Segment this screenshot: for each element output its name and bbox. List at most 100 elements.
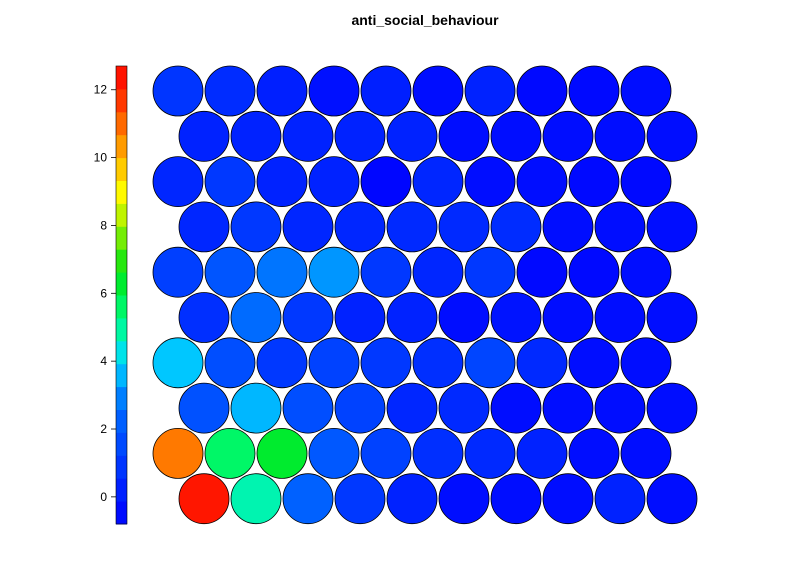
som-node — [282, 382, 334, 434]
som-node — [308, 65, 360, 117]
som-node — [152, 337, 204, 389]
som-node — [334, 201, 386, 253]
som-node — [516, 427, 568, 479]
som-node — [308, 246, 360, 298]
colorbar-ticks: 0 2 4 6 8 10 12 — [94, 83, 116, 504]
som-node — [646, 292, 698, 343]
som-node — [594, 110, 646, 162]
som-node — [282, 201, 334, 253]
som-node — [308, 427, 360, 479]
som-node — [542, 382, 594, 434]
som-node — [542, 292, 594, 343]
som-node — [568, 65, 620, 117]
som-node — [360, 337, 412, 389]
som-node — [464, 65, 516, 117]
colorbar-segment — [116, 88, 127, 113]
som-node — [334, 382, 386, 434]
som-node — [464, 246, 516, 298]
colorbar-tick-label: 8 — [100, 218, 107, 232]
som-node — [230, 292, 282, 343]
som-node — [152, 65, 204, 117]
som-node — [308, 156, 360, 208]
som-node — [620, 156, 672, 208]
colorbar-tick-label: 2 — [100, 422, 107, 436]
som-node — [386, 110, 438, 162]
som-node — [412, 156, 464, 208]
som-node — [490, 110, 542, 162]
colorbar-segment — [116, 203, 127, 227]
som-node — [542, 473, 594, 525]
som-node — [490, 201, 542, 253]
som-node — [152, 156, 204, 208]
som-node — [178, 473, 230, 525]
colorbar-segment — [116, 134, 127, 159]
colorbar-segment — [116, 180, 127, 204]
colorbar-segment — [116, 478, 127, 502]
som-node — [256, 427, 308, 479]
som-node — [412, 427, 464, 479]
som-node — [412, 246, 464, 298]
som-node — [178, 382, 230, 434]
som-node — [230, 473, 282, 525]
som-node — [594, 201, 646, 253]
colorbar — [115, 65, 128, 525]
colorbar-segment — [116, 501, 127, 525]
som-node — [204, 427, 256, 479]
som-node — [178, 292, 230, 343]
som-node — [360, 246, 412, 298]
colorbar-segment — [116, 249, 127, 273]
som-node — [438, 292, 490, 343]
som-node — [308, 337, 360, 389]
som-node — [646, 473, 698, 525]
som-node — [646, 382, 698, 434]
som-node — [334, 110, 386, 162]
som-node — [412, 337, 464, 389]
som-node — [360, 427, 412, 479]
som-node — [464, 156, 516, 208]
som-node — [386, 382, 438, 434]
som-node — [178, 110, 230, 162]
som-node — [204, 337, 256, 389]
colorbar-tick-label: 12 — [94, 83, 108, 97]
som-node — [490, 382, 542, 434]
colorbar-tick-label: 4 — [100, 354, 107, 368]
som-node — [152, 246, 204, 298]
som-node — [568, 427, 620, 479]
colorbar-tick-label: 10 — [94, 151, 108, 165]
colorbar-segment — [116, 432, 127, 456]
chart-title: anti_social_behaviour — [351, 12, 499, 28]
hex-grid — [152, 65, 698, 525]
colorbar-segment — [116, 340, 127, 365]
som-node — [438, 382, 490, 434]
som-node — [204, 246, 256, 298]
som-node — [646, 201, 698, 253]
colorbar-tick-label: 6 — [100, 286, 107, 300]
colorbar-segment — [116, 363, 127, 388]
colorbar-segment — [116, 295, 127, 319]
som-node — [282, 473, 334, 525]
som-node — [204, 156, 256, 208]
colorbar-segment — [116, 386, 127, 410]
som-node — [438, 201, 490, 253]
som-node — [568, 156, 620, 208]
som-node — [620, 65, 672, 117]
som-node — [620, 427, 672, 479]
som-node — [464, 427, 516, 479]
som-node — [568, 337, 620, 389]
som-node — [594, 292, 646, 343]
som-node — [230, 382, 282, 434]
colorbar-segment — [116, 226, 127, 250]
som-node — [490, 473, 542, 525]
som-node — [386, 201, 438, 253]
som-node — [620, 337, 672, 389]
som-node — [256, 337, 308, 389]
som-node — [282, 292, 334, 343]
som-node — [386, 473, 438, 525]
som-node — [516, 337, 568, 389]
som-node — [516, 65, 568, 117]
som-node — [594, 473, 646, 525]
som-node — [542, 110, 594, 162]
som-node — [620, 246, 672, 298]
som-node — [360, 65, 412, 117]
